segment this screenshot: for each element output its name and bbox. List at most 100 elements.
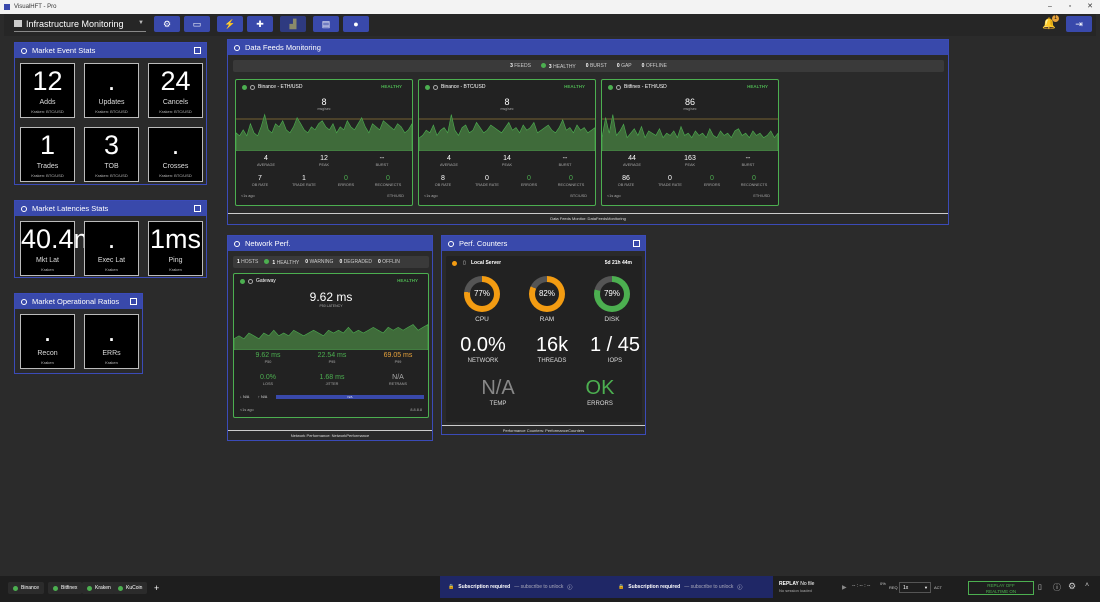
expand-icon[interactable]	[194, 205, 201, 212]
feed-age: <1s ago	[424, 194, 438, 198]
window-title: VisualHFT - Pro	[14, 4, 57, 10]
average-label: AVERAGE	[256, 163, 276, 167]
stat-tile: 3 TOB Kraken: BTC/USD	[84, 127, 139, 182]
host-card[interactable]: Gateway HEALTHY 9.62 ms P50 LATENCY 9.62…	[233, 273, 429, 418]
feed-card[interactable]: Binance - BTC/USD HEALTHY 8 msg/sec 4 AVE…	[418, 79, 596, 206]
replay-toggle-button[interactable]: REPLAY OFF REALTIME ON	[968, 581, 1034, 595]
workspace-dropdown[interactable]: Infrastructure Monitoring ▼	[14, 16, 146, 32]
ring-label: DISK	[604, 316, 620, 323]
close-button[interactable]: ✕	[1087, 3, 1093, 10]
expand-icon[interactable]	[633, 240, 640, 247]
feed-rate-unit: msg/sec	[317, 107, 331, 111]
feed-status: HEALTHY	[381, 84, 402, 89]
latency-sparkline	[234, 324, 428, 350]
servers-button[interactable]: ▤	[313, 16, 339, 32]
host-ip: 8.8.8.8	[410, 408, 422, 412]
status-dot	[53, 585, 58, 591]
feeds-summary-bar: 3 FEEDS 3 HEALTHY 0 BURST 0 GAP 0 OFFLIN…	[233, 60, 944, 72]
settings-button[interactable]: ⚙	[154, 16, 180, 32]
sparkline-area	[419, 114, 595, 151]
bookmark-icon[interactable]: ▯	[1038, 584, 1042, 591]
feed-card[interactable]: Binance - ETH/USD HEALTHY 8 msg/sec 4 AVE…	[235, 79, 413, 206]
counter: 1 / 45 IOPS	[585, 334, 645, 364]
feed-card[interactable]: Bitfinex - ETH/USD HEALTHY 86 msg/sec 44…	[601, 79, 779, 206]
expand-icon[interactable]	[130, 298, 137, 305]
chevron-up-icon[interactable]: ˄	[1085, 582, 1090, 589]
events-button[interactable]: ⚡	[217, 16, 243, 32]
sparkline-area	[236, 113, 412, 151]
subscription-banner-1[interactable]: 🔒 Subscription required — subscribe to unl…	[440, 576, 610, 598]
add-exchange-button[interactable]: +	[154, 583, 160, 593]
exchange-label: KuCoin	[126, 585, 143, 591]
errors-value: 0	[710, 175, 714, 182]
ring-value: 77%	[470, 282, 494, 306]
usage-ring: 79%	[594, 276, 630, 312]
loss-value: 0.0%	[260, 374, 276, 381]
tile-source: Kraken	[105, 360, 118, 365]
download-rate: ↓ N/A	[240, 395, 250, 399]
exchange-tab[interactable]: KuCoin	[113, 582, 148, 594]
stat-tile: . ERRs Kraken	[84, 314, 139, 369]
exchange-tab[interactable]: Binance	[8, 582, 45, 594]
panel-footer: Network Performance: NetworkPerformance	[228, 430, 432, 438]
info-icon[interactable]: ⓘ	[1053, 583, 1061, 592]
tile-source: Kraken	[105, 267, 118, 272]
trade-rate-label: TRADE RATE	[475, 183, 499, 187]
errors-label: ERRORS	[520, 183, 538, 187]
reconnects-value: 0	[752, 175, 756, 182]
status-dot	[118, 585, 123, 591]
errors-value: 0	[344, 175, 348, 182]
plugins-button[interactable]: ✚	[247, 16, 273, 32]
hosts-count: 1 HOSTS	[237, 259, 259, 265]
counter-label: TEMP	[489, 401, 507, 407]
server-icon: ▤	[321, 18, 331, 29]
counter-value: 1 / 45	[589, 334, 641, 356]
exchange-tab[interactable]: Bitfinex	[48, 582, 83, 594]
tile-value: .	[171, 130, 180, 160]
realtime-label: REALTIME ON	[985, 589, 1017, 594]
analytics-button[interactable]: ▟	[280, 16, 306, 32]
account-button[interactable]: ●	[343, 16, 369, 32]
gear-icon[interactable]: ⚙	[1068, 581, 1077, 591]
stat-tile: 40.4ms Mkt Lat Kraken	[20, 221, 110, 276]
status-dot	[87, 585, 92, 591]
burst-value: --	[379, 155, 385, 162]
host-age: <1s ago	[240, 408, 254, 412]
feed-rate: 8	[504, 97, 510, 107]
stat-tile: . Recon Kraken	[20, 314, 75, 369]
reconnects-label: RECONNECTS	[374, 183, 402, 187]
retrans-label: RETRANS	[388, 382, 408, 386]
subscription-banner-2[interactable]: 🔒 Subscription required — subscribe to unl…	[610, 576, 773, 598]
maximize-button[interactable]: ▫	[1068, 3, 1072, 10]
burst-label: BURST	[375, 163, 389, 167]
latency-label: P50 LATENCY	[319, 304, 343, 308]
perf-panel: Perf. Counters ▯ Local Server 5d 21h 44m…	[441, 235, 646, 435]
status-dot-icon	[448, 240, 454, 247]
status-dot	[425, 84, 430, 90]
tile-value: 1	[39, 130, 56, 160]
lock-icon: 🔒	[448, 584, 455, 590]
exchange-tab[interactable]: Kraken	[82, 582, 116, 594]
peak-value: 12	[320, 155, 328, 162]
counter-label: NETWORK	[467, 358, 499, 364]
notifications-button[interactable]: 🔔 1	[1042, 15, 1059, 31]
feeds-gap: 0 GAP	[616, 63, 632, 69]
minimize-button[interactable]: –	[1048, 3, 1052, 10]
logout-button[interactable]: ⇥	[1066, 16, 1092, 32]
play-button[interactable]: ▶	[842, 585, 847, 591]
panel-title: Market Event Stats	[32, 46, 96, 55]
speed-select[interactable]: 1x ▼	[899, 582, 931, 593]
display-button[interactable]: ▭	[184, 16, 210, 32]
bolt-icon: ⚡	[224, 18, 236, 29]
stat-tile: 12 Adds Kraken: BTC/USD	[20, 63, 75, 118]
notification-badge: 1	[1052, 15, 1059, 22]
ob-rate-label: OB RATE	[434, 183, 452, 187]
feed-status: HEALTHY	[747, 84, 768, 89]
market-event-panel: Market Event Stats 12 Adds Kraken: BTC/USD…	[14, 42, 207, 185]
server-icon: ▯	[463, 260, 466, 266]
expand-icon[interactable]	[194, 47, 201, 54]
tile-source: Kraken: BTC/USD	[159, 173, 192, 178]
monitor-icon	[14, 20, 22, 27]
tile-source: Kraken	[169, 267, 182, 272]
ring-label: RAM	[539, 316, 555, 323]
